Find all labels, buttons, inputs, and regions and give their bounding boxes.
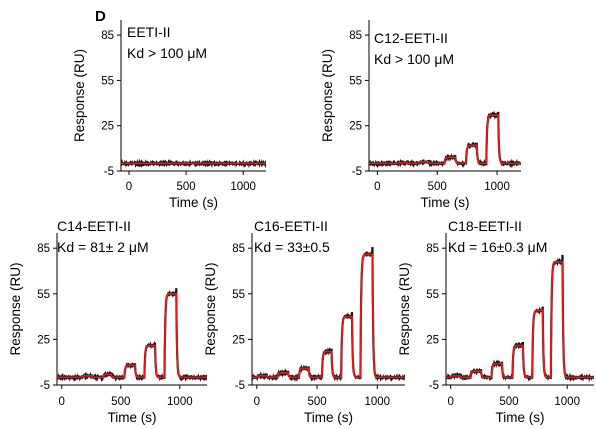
fitted-response-line: [446, 261, 594, 379]
panel-annotation: C18-EETI-II: [448, 218, 522, 234]
y-tick-label: 55: [232, 289, 245, 301]
chart-panel-4: -5 25 55 85 0 500 1000 Time (s) Response (RU) C16…: [203, 218, 405, 425]
x-tick-label: 500: [111, 396, 130, 408]
x-tick-label: 500: [307, 396, 326, 408]
fitted-response-line: [369, 114, 521, 165]
panel-annotation: Kd > 100 μM: [127, 45, 207, 61]
y-axis-label: Response (RU): [8, 262, 23, 355]
x-tick-label: 0: [447, 396, 453, 408]
y-axis-label: Response (RU): [320, 49, 335, 142]
y-tick-label: 85: [426, 243, 439, 255]
chart-panel-5: -5 25 55 85 0 500 1000 Time (s) Response (RU) C18…: [397, 218, 594, 425]
x-axis-label: Time (s): [108, 410, 157, 425]
panel-annotation: EETI-II: [127, 24, 171, 40]
y-tick-label: 85: [232, 243, 245, 255]
y-tick-label: 25: [426, 334, 439, 346]
y-tick-label: 85: [349, 30, 362, 42]
x-tick-label: 1000: [167, 396, 193, 408]
x-tick-label: 0: [374, 181, 380, 193]
fitted-response-line: [252, 253, 405, 379]
panel-annotation: Kd = 33±0.5: [254, 239, 330, 255]
panel-annotation: Kd = 81± 2 μM: [57, 239, 149, 255]
x-axis-label: Time (s): [421, 195, 470, 210]
y-tick-label: -5: [104, 166, 114, 178]
panel-annotation: Kd > 100 μM: [374, 51, 454, 67]
y-tick-label: -5: [235, 380, 245, 392]
panel-annotation: C14-EETI-II: [57, 218, 131, 234]
x-tick-label: 500: [499, 396, 518, 408]
y-tick-label: -5: [40, 380, 50, 392]
x-tick-label: 1000: [484, 181, 510, 193]
panel-annotation: Kd = 16±0.3 μM: [448, 239, 547, 255]
measured-response-line: [446, 254, 594, 383]
panel-annotation: C16-EETI-II: [254, 218, 328, 234]
y-tick-label: 55: [349, 75, 362, 87]
measured-response-line: [252, 247, 405, 383]
y-axis-label: Response (RU): [397, 262, 412, 355]
y-axis-label: Response (RU): [72, 49, 87, 142]
y-tick-label: 55: [101, 75, 114, 87]
x-tick-label: 1000: [554, 396, 580, 408]
x-tick-label: 0: [126, 181, 132, 193]
x-tick-label: 500: [428, 181, 447, 193]
y-tick-label: -5: [352, 166, 362, 178]
y-tick-label: 25: [101, 121, 114, 133]
chart-panels: -5 25 55 85 0 500 1000 Time (s) Response (RU) EET…: [8, 20, 594, 425]
y-tick-label: -5: [429, 380, 439, 392]
x-tick-label: 1000: [230, 181, 256, 193]
chart-panel-2: -5 25 55 85 0 500 1000 Time (s) Response (RU) C12…: [320, 20, 521, 210]
y-tick-label: 25: [232, 334, 245, 346]
x-axis-label: Time (s): [304, 410, 353, 425]
x-axis-label: Time (s): [169, 195, 218, 210]
x-tick-label: 500: [176, 181, 195, 193]
y-tick-label: 25: [349, 121, 362, 133]
y-tick-label: 55: [37, 289, 50, 301]
y-tick-label: 55: [426, 289, 439, 301]
x-tick-label: 1000: [364, 396, 390, 408]
x-tick-label: 0: [59, 396, 65, 408]
panel-annotation: C12-EETI-II: [374, 30, 448, 46]
panel-letter: D: [95, 8, 106, 25]
chart-panel-3: -5 25 55 85 0 500 1000 Time (s) Response (RU) C14…: [8, 218, 207, 425]
x-axis-label: Time (s): [496, 410, 545, 425]
chart-panel-1: -5 25 55 85 0 500 1000 Time (s) Response (RU) EET…: [72, 20, 266, 210]
y-tick-label: 85: [101, 30, 114, 42]
y-axis-label: Response (RU): [203, 262, 218, 355]
x-tick-label: 0: [254, 396, 260, 408]
fitted-response-line: [57, 292, 207, 379]
y-tick-label: 85: [37, 243, 50, 255]
y-tick-label: 25: [37, 334, 50, 346]
